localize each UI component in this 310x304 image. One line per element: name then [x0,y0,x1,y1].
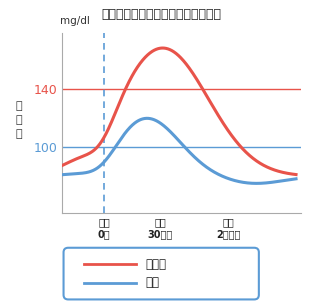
Text: 過血糖: 過血糖 [146,258,167,271]
Text: 正常: 正常 [146,276,160,289]
Text: 血
糖
値: 血 糖 値 [16,101,22,139]
Text: mg/dl: mg/dl [60,16,90,26]
Text: 食後の血糖上昇パターンのイメージ: 食後の血糖上昇パターンのイメージ [101,8,221,21]
